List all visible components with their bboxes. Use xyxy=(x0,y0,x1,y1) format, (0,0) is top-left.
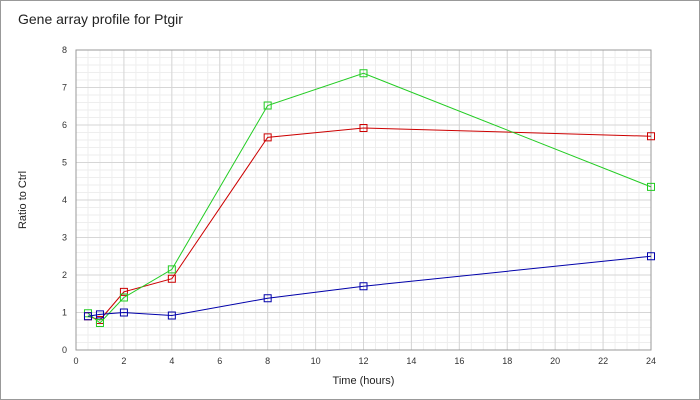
y-tick-label: 0 xyxy=(62,345,67,355)
series-3-point xyxy=(167,311,176,320)
series-3-point xyxy=(119,308,128,317)
x-tick-label: 22 xyxy=(598,356,608,366)
series-2-point xyxy=(167,265,176,274)
y-tick-label: 6 xyxy=(62,120,67,130)
series-group xyxy=(83,69,655,327)
series-1-point xyxy=(263,133,272,142)
series-3-point xyxy=(95,310,104,319)
x-tick-label: 8 xyxy=(265,356,270,366)
series-2-point xyxy=(263,101,272,110)
series-2-point xyxy=(95,319,104,327)
series-3-point xyxy=(83,312,92,321)
series-line-2 xyxy=(87,72,652,324)
x-tick-label: 12 xyxy=(358,356,368,366)
chart-title: Gene array profile for Ptgir xyxy=(18,11,183,27)
y-tick-label: 3 xyxy=(62,233,67,243)
y-axis-label: Ratio to Ctrl xyxy=(17,171,29,229)
y-tick-label: 1 xyxy=(62,308,67,318)
series-3-point xyxy=(359,282,368,291)
series-1-point xyxy=(647,132,655,141)
series-1-point xyxy=(119,287,128,296)
y-tick-label: 2 xyxy=(62,270,67,280)
y-axis-ticks: 0 1 2 3 4 5 6 7 8 xyxy=(62,45,67,355)
x-tick-label: 16 xyxy=(454,356,464,366)
y-tick-label: 8 xyxy=(62,45,67,55)
series-1-point xyxy=(167,274,176,283)
series-3-point xyxy=(263,294,272,303)
x-tick-label: 0 xyxy=(73,356,78,366)
series-2-point xyxy=(119,293,128,302)
x-tick-label: 4 xyxy=(169,356,174,366)
series-1-point xyxy=(359,124,368,132)
x-axis-label: Time (hours) xyxy=(333,375,395,387)
series-2-point xyxy=(359,69,368,78)
series-line-3 xyxy=(87,255,652,317)
x-tick-label: 24 xyxy=(646,356,656,366)
x-tick-label: 6 xyxy=(217,356,222,366)
series-3-point xyxy=(647,252,655,261)
x-axis-ticks: 0 2 4 6 8 10 12 14 16 18 20 22 24 xyxy=(73,356,656,366)
y-tick-label: 5 xyxy=(62,158,67,168)
y-tick-label: 4 xyxy=(62,195,67,205)
y-tick-label: 7 xyxy=(62,83,67,93)
x-tick-label: 18 xyxy=(502,356,512,366)
series-line-1 xyxy=(87,127,652,321)
series-2-point xyxy=(647,182,655,191)
x-tick-label: 10 xyxy=(311,356,321,366)
plot-area-border xyxy=(75,49,652,351)
x-tick-label: 14 xyxy=(406,356,416,366)
x-tick-label: 20 xyxy=(550,356,560,366)
x-tick-label: 2 xyxy=(121,356,126,366)
